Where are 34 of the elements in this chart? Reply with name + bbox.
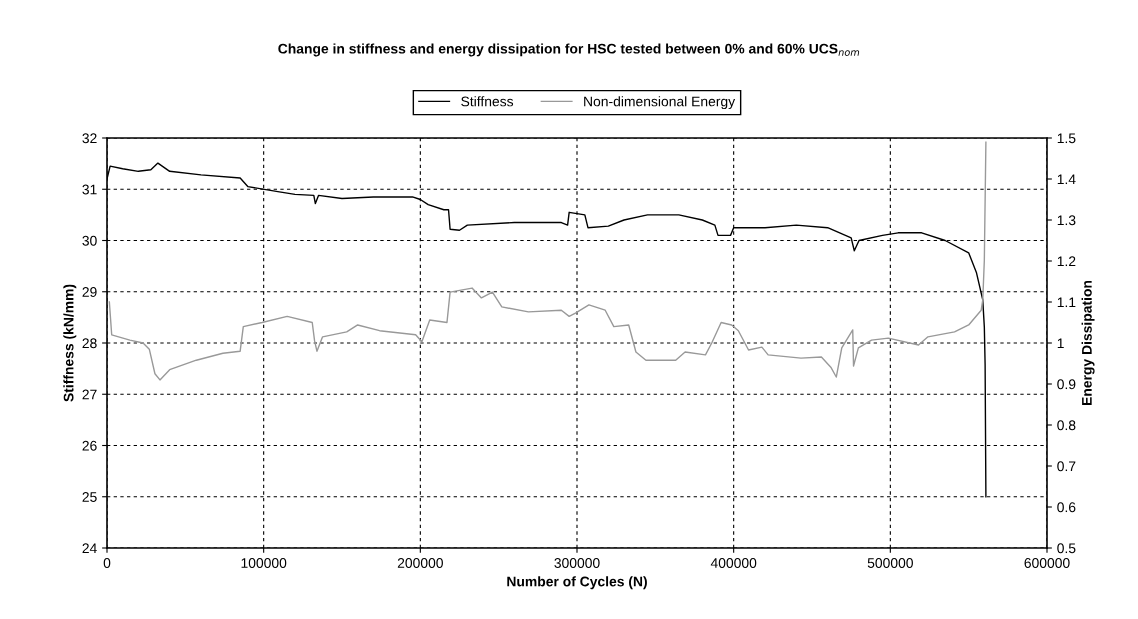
y2-tick-label: 1.3 bbox=[1057, 215, 1076, 226]
y-tick-label: 25 bbox=[82, 492, 97, 502]
y-tick-label: 26 bbox=[82, 440, 97, 451]
y2-tick-label: 1.1 bbox=[1057, 297, 1076, 308]
y-tick-label: 32 bbox=[82, 133, 97, 144]
y2-tick-label: 0.9 bbox=[1057, 379, 1076, 390]
x-tick-label: 500000 bbox=[867, 558, 913, 568]
x-tick-label: 400000 bbox=[710, 558, 757, 568]
y2-tick-label: 0.7 bbox=[1057, 461, 1076, 472]
y2-tick-label: 0.5 bbox=[1057, 543, 1076, 554]
y2-tick-label: 1.2 bbox=[1057, 256, 1076, 267]
chart-title: Change in stiffness and energy dissipation for HSC tested between 0% and 60% UCS$_{nom}$ bbox=[278, 43, 860, 57]
legend-label: Stiffness bbox=[461, 96, 514, 107]
y2-tick-label: 0.8 bbox=[1057, 420, 1076, 431]
x-tick-label: 0 bbox=[103, 558, 111, 568]
line-series bbox=[108, 141, 987, 381]
x-tick-label: 300000 bbox=[554, 558, 600, 568]
y2-tick-label: 0.6 bbox=[1057, 502, 1076, 513]
legend-label: Non-dimensional Energy bbox=[584, 96, 736, 110]
y-axis-title: Stiffness (kN/mm) bbox=[63, 284, 77, 402]
y2-tick-label: 1.5 bbox=[1057, 133, 1076, 144]
y2-tick-label: 1 bbox=[1057, 338, 1064, 349]
x-tick-label: 600000 bbox=[1024, 558, 1070, 568]
y2-axis-title: Energy Dissipation bbox=[1081, 280, 1095, 405]
x-axis-title: Number of Cycles (N) bbox=[507, 576, 647, 590]
y-tick-label: 31 bbox=[82, 184, 97, 195]
y-tick-label: 27 bbox=[82, 389, 97, 400]
x-tick-label: 200000 bbox=[397, 558, 443, 568]
x-tick-label: 100000 bbox=[241, 558, 287, 568]
y-tick-label: 30 bbox=[82, 235, 97, 246]
y2-tick-label: 1.4 bbox=[1057, 174, 1076, 185]
y-tick-label: 29 bbox=[82, 287, 97, 297]
y-tick-label: 24 bbox=[82, 543, 97, 554]
y-tick-label: 28 bbox=[82, 338, 97, 349]
